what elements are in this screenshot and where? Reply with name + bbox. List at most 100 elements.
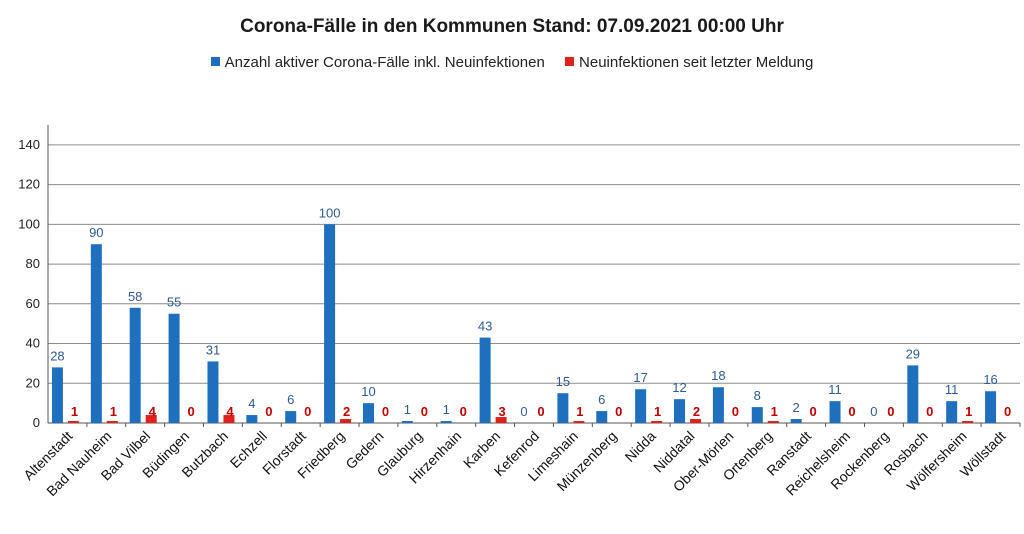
bar-new-nidda <box>651 421 663 423</box>
y-tick-label: 0 <box>33 415 40 430</box>
bar-active-wollstadt <box>985 391 997 423</box>
data-label-active-butzbach: 31 <box>206 342 220 357</box>
data-label-new-hirzenhain: 0 <box>460 404 467 419</box>
data-label-new-munzenberg: 0 <box>615 404 622 419</box>
data-label-new-wollstadt: 0 <box>1004 404 1011 419</box>
data-label-active-rosbach: 29 <box>906 346 920 361</box>
data-label-new-wolfersheim: 1 <box>965 404 972 419</box>
y-tick-label: 40 <box>26 336 40 351</box>
data-label-active-kefenrod: 0 <box>520 404 527 419</box>
data-label-new-niddatal: 2 <box>693 404 700 419</box>
legend: Anzahl aktiver Corona-Fälle inkl. Neuinf… <box>0 54 1024 71</box>
bar-active-bad-vilbel <box>129 307 141 423</box>
data-label-active-friedberg: 100 <box>319 205 341 220</box>
bar-active-gedern <box>362 403 374 423</box>
bar-active-florstadt <box>285 411 297 423</box>
y-tick-label: 20 <box>26 375 40 390</box>
bar-new-karben <box>495 417 507 423</box>
data-label-active-reichelsheim: 11 <box>828 382 842 397</box>
data-label-active-wolfersheim: 11 <box>945 382 959 397</box>
bar-active-nidda <box>635 389 647 423</box>
bar-new-altenstadt <box>67 421 79 423</box>
bar-new-niddatal <box>690 419 702 423</box>
legend-label-new-infections: Neuinfektionen seit letzter Meldung <box>579 54 814 71</box>
bar-active-echzell <box>246 415 258 423</box>
data-label-active-gedern: 10 <box>361 384 375 399</box>
y-tick-label: 120 <box>18 177 40 192</box>
chart-title: Corona-Fälle in den Kommunen Stand: 07.0… <box>240 16 784 37</box>
data-label-active-florstadt: 6 <box>287 392 294 407</box>
bar-active-hirzenhain <box>440 421 452 423</box>
bar-new-wolfersheim <box>962 421 974 423</box>
bar-active-karben <box>479 337 491 423</box>
data-label-active-wollstadt: 16 <box>983 372 997 387</box>
bar-new-limeshain <box>573 421 585 423</box>
data-label-new-gedern: 0 <box>382 404 389 419</box>
legend-swatch-new-infections <box>565 57 575 66</box>
data-label-active-bad-nauheim: 90 <box>89 225 103 240</box>
bar-active-bad-nauheim <box>90 244 102 423</box>
data-label-new-bad-vilbel: 4 <box>149 404 157 419</box>
data-label-new-ortenberg: 1 <box>771 404 778 419</box>
bar-active-budingen <box>168 313 180 423</box>
data-label-active-ranstadt: 2 <box>793 400 800 415</box>
bar-active-ober-morlen <box>712 387 724 423</box>
data-label-active-echzell: 4 <box>248 396 255 411</box>
data-label-new-bad-nauheim: 1 <box>110 404 117 419</box>
data-label-new-rosbach: 0 <box>926 404 933 419</box>
bar-active-ortenberg <box>751 407 763 423</box>
bar-active-butzbach <box>207 361 219 423</box>
data-label-active-glauburg: 1 <box>404 402 411 417</box>
bar-active-limeshain <box>557 393 569 423</box>
data-label-new-florstadt: 0 <box>304 404 311 419</box>
y-tick-label: 140 <box>18 137 40 152</box>
bar-active-altenstadt <box>51 367 63 423</box>
data-label-new-ranstadt: 0 <box>810 404 817 419</box>
data-label-new-nidda: 1 <box>654 404 661 419</box>
bar-active-glauburg <box>401 421 413 423</box>
y-tick-label: 60 <box>26 296 40 311</box>
bar-active-reichelsheim <box>829 401 841 423</box>
legend-swatch-active-cases <box>210 57 220 66</box>
y-tick-label: 100 <box>18 216 40 231</box>
data-label-new-echzell: 0 <box>265 404 272 419</box>
data-label-new-ober-morlen: 0 <box>732 404 739 419</box>
legend-label-active-cases: Anzahl aktiver Corona-Fälle inkl. Neuinf… <box>224 54 545 71</box>
x-tick-label-nidda: Nidda <box>622 428 659 465</box>
legend-item-new-infections: Neuinfektionen seit letzter Meldung <box>565 54 813 71</box>
data-label-new-glauburg: 0 <box>421 404 428 419</box>
data-label-new-limeshain: 1 <box>576 404 583 419</box>
data-label-active-niddatal: 12 <box>672 380 686 395</box>
data-label-new-altenstadt: 1 <box>71 404 78 419</box>
data-label-new-reichelsheim: 0 <box>848 404 855 419</box>
legend-item-active-cases: Anzahl aktiver Corona-Fälle inkl. Neuinf… <box>210 54 545 71</box>
data-label-new-kefenrod: 0 <box>537 404 544 419</box>
data-label-active-bad-vilbel: 58 <box>128 289 142 304</box>
data-label-active-munzenberg: 6 <box>598 392 605 407</box>
data-label-active-hirzenhain: 1 <box>443 402 450 417</box>
data-label-active-ortenberg: 8 <box>754 388 761 403</box>
data-label-active-limeshain: 15 <box>556 374 570 389</box>
bar-new-bad-nauheim <box>106 421 118 423</box>
data-label-new-karben: 3 <box>499 404 506 419</box>
bar-active-friedberg <box>324 224 336 423</box>
bar-active-munzenberg <box>596 411 608 423</box>
data-label-new-friedberg: 2 <box>343 404 350 419</box>
data-label-new-butzbach: 4 <box>226 404 234 419</box>
data-label-new-budingen: 0 <box>187 404 194 419</box>
data-label-active-rockenberg: 0 <box>870 404 877 419</box>
data-label-new-rockenberg: 0 <box>887 404 894 419</box>
bar-active-wolfersheim <box>946 401 958 423</box>
bar-active-ranstadt <box>790 419 802 423</box>
bar-active-niddatal <box>674 399 686 423</box>
data-label-active-karben: 43 <box>478 319 492 334</box>
bar-new-friedberg <box>340 419 352 423</box>
data-label-active-altenstadt: 28 <box>50 348 64 363</box>
bar-new-bad-vilbel <box>145 415 157 423</box>
bar-new-butzbach <box>223 415 235 423</box>
bar-active-rosbach <box>907 365 919 423</box>
data-label-active-ober-morlen: 18 <box>711 368 725 383</box>
y-tick-label: 80 <box>26 256 40 271</box>
data-label-active-nidda: 17 <box>633 370 647 385</box>
